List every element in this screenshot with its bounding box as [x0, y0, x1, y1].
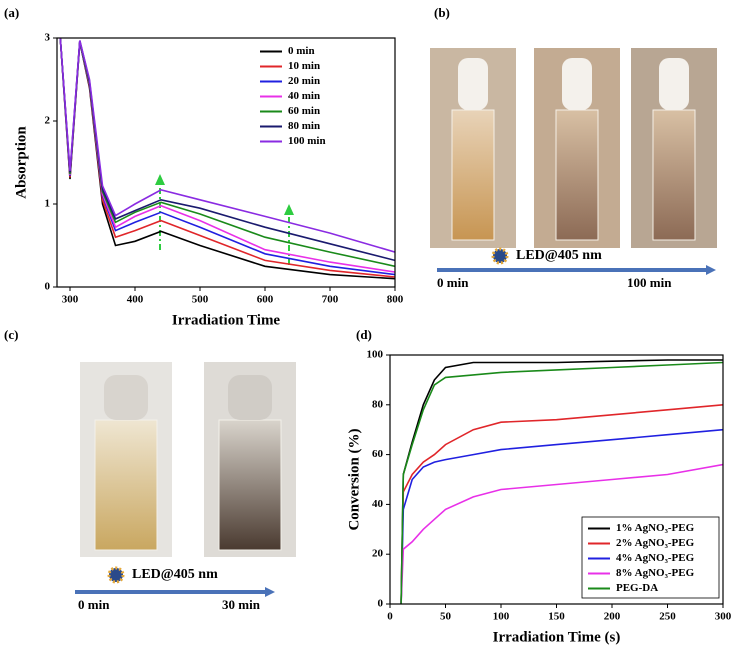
start-label: 0 min [78, 597, 110, 612]
photo-b: LED@405 nm 0 min 100 min [430, 48, 717, 290]
arrow-head [706, 265, 716, 275]
x-axis-label: Irradiation Time (s) [493, 629, 621, 645]
y-tick-label: 100 [367, 349, 384, 361]
series-line [400, 428, 723, 604]
panel-label: (b) [434, 5, 450, 20]
cuvette [218, 419, 282, 551]
y-tick-label: 1 [45, 198, 51, 210]
series-line [59, 38, 395, 253]
y-tick-label: 20 [372, 548, 384, 560]
legend-label: 0 min [288, 45, 315, 57]
y-tick-label: 0 [378, 598, 384, 610]
legend-label: 8% AgNO₃-PEG [616, 567, 695, 579]
x-tick-label: 50 [440, 611, 452, 623]
y-tick-label: 3 [45, 32, 51, 44]
guide-arrow-head [284, 204, 294, 215]
legend-label: 80 min [288, 120, 320, 132]
x-tick-label: 100 [493, 611, 510, 623]
panel-label: (c) [4, 327, 18, 342]
x-tick-label: 250 [659, 611, 676, 623]
series-line [400, 463, 723, 604]
cuvette [94, 419, 158, 551]
cap [458, 58, 488, 110]
cap [104, 375, 148, 420]
x-axis-label: Irradiation Time [172, 312, 281, 328]
legend-label: 40 min [288, 90, 320, 102]
legend-label: 20 min [288, 75, 320, 87]
y-axis-label: Conversion (%) [346, 428, 362, 530]
start-label: 0 min [437, 275, 469, 290]
cap [228, 375, 272, 420]
photo-c: LED@405 nm 0 min 30 min [75, 362, 296, 612]
legend-label: 1% AgNO₃-PEG [616, 522, 695, 534]
series-line [59, 38, 395, 278]
x-tick-label: 600 [257, 294, 274, 306]
led-icon [107, 566, 125, 584]
legend-label: 60 min [288, 105, 320, 117]
x-tick-label: 300 [62, 294, 79, 306]
x-tick-label: 0 [387, 611, 393, 623]
x-tick-label: 400 [127, 294, 144, 306]
panel-label: (a) [4, 5, 19, 20]
led-icon [491, 247, 509, 265]
x-tick-label: 150 [548, 611, 565, 623]
series-line [400, 361, 723, 604]
x-tick-label: 200 [604, 611, 621, 623]
cuvette [555, 109, 599, 241]
legend-label: PEG-DA [616, 582, 658, 594]
legend-label: 100 min [288, 135, 326, 147]
legend-label: 4% AgNO₃-PEG [616, 552, 695, 564]
y-tick-label: 40 [372, 498, 384, 510]
y-axis-label: Absorption [13, 126, 29, 199]
series-line [59, 38, 395, 276]
cap [562, 58, 592, 110]
legend-label: 2% AgNO₃-PEG [616, 537, 695, 549]
light-label: LED@405 nm [132, 567, 218, 582]
y-tick-label: 0 [45, 281, 51, 293]
series-line [400, 404, 723, 604]
y-tick-label: 60 [372, 448, 384, 460]
x-tick-label: 500 [192, 294, 209, 306]
end-label: 100 min [627, 275, 672, 290]
x-tick-label: 700 [322, 294, 339, 306]
light-label: LED@405 nm [516, 248, 602, 263]
y-tick-label: 80 [372, 398, 384, 410]
legend-label: 10 min [288, 60, 320, 72]
cap [659, 58, 689, 110]
y-tick-label: 2 [45, 115, 51, 127]
plot-frame [389, 354, 724, 605]
guide-arrows [155, 174, 294, 265]
guide-arrow-head [155, 174, 165, 185]
series-line [59, 38, 395, 280]
x-tick-label: 800 [387, 294, 404, 306]
x-tick-label: 300 [715, 611, 732, 623]
panel-label: (d) [356, 327, 372, 342]
plot-frame [56, 37, 396, 288]
end-label: 30 min [222, 597, 261, 612]
cuvette [451, 109, 495, 241]
arrow-head [265, 587, 275, 597]
cuvette [652, 109, 696, 241]
